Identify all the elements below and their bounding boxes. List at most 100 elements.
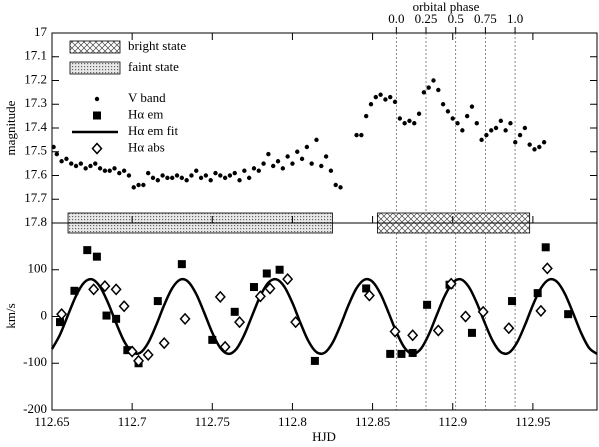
data-point — [69, 161, 74, 166]
data-point — [145, 170, 151, 176]
data-point — [522, 125, 528, 131]
data-point — [513, 140, 518, 145]
data-point — [285, 154, 290, 159]
data-point — [407, 329, 419, 342]
legend-swatch — [69, 61, 121, 75]
data-point — [310, 356, 319, 365]
data-point — [112, 166, 117, 171]
data-point — [323, 154, 329, 159]
data-point — [56, 318, 65, 327]
data-point — [70, 286, 79, 295]
x-tick-label: 112.8 — [278, 414, 307, 429]
data-point — [264, 282, 276, 295]
data-point — [141, 182, 146, 188]
legend-label: V band — [128, 90, 166, 105]
data-point — [421, 90, 427, 95]
data-point — [386, 349, 395, 358]
data-point — [261, 161, 266, 166]
data-point — [107, 168, 112, 173]
data-point — [564, 310, 573, 319]
data-point — [142, 348, 154, 361]
data-point — [219, 340, 231, 354]
data-point — [198, 175, 204, 181]
y-tick-label: 17.2 — [24, 71, 47, 86]
x2-tick-label: 0.25 — [415, 11, 438, 26]
data-point — [363, 289, 375, 302]
y-tick-label: 17 — [34, 24, 48, 39]
data-point — [388, 94, 393, 100]
data-point — [517, 132, 523, 138]
data-point — [535, 304, 547, 318]
data-point — [431, 78, 436, 83]
data-point — [99, 279, 111, 293]
data-point — [174, 173, 180, 178]
data-point — [392, 99, 398, 105]
data-point — [214, 290, 226, 303]
data-point — [136, 182, 141, 188]
data-point — [262, 269, 271, 278]
y-tick-label: 17.1 — [24, 48, 47, 63]
data-point — [97, 166, 103, 171]
x2-tick-label: 1.0 — [507, 11, 523, 26]
fit-line — [50, 277, 598, 356]
data-point — [227, 173, 233, 178]
data-point — [389, 325, 401, 338]
data-point — [165, 175, 170, 181]
data-point — [412, 121, 417, 126]
data-point — [537, 144, 542, 150]
y-tick-label: 17.8 — [24, 214, 47, 229]
data-point — [397, 116, 403, 121]
data-point — [254, 290, 266, 303]
data-point — [112, 314, 121, 323]
data-point — [126, 345, 138, 358]
data-point — [474, 121, 479, 126]
data-point — [290, 161, 295, 166]
data-point — [218, 173, 223, 178]
data-point — [541, 262, 553, 275]
data-point — [275, 265, 284, 274]
data-point — [484, 132, 489, 138]
data-point — [110, 283, 122, 296]
data-point — [275, 159, 281, 164]
data-point — [194, 168, 199, 173]
data-point — [467, 328, 476, 337]
data-point — [153, 297, 162, 306]
data-point — [249, 283, 258, 292]
x-tick-label: 112.9 — [438, 414, 467, 429]
legend-label: faint state — [128, 59, 179, 74]
data-point — [155, 178, 160, 183]
x-tick-label: 112.65 — [34, 414, 69, 429]
x-tick-label: 112.75 — [195, 414, 230, 429]
data-point — [359, 132, 364, 138]
data-point — [256, 168, 261, 173]
data-point — [508, 297, 517, 306]
data-point — [246, 175, 252, 181]
data-point — [237, 178, 242, 183]
data-point — [232, 170, 237, 176]
data-point — [160, 173, 165, 178]
data-point — [378, 92, 383, 97]
data-point — [460, 310, 472, 323]
data-point — [234, 315, 246, 329]
data-point — [282, 272, 294, 286]
data-point — [383, 97, 388, 102]
data-point — [121, 168, 127, 173]
data-point — [309, 161, 314, 166]
data-point — [123, 346, 132, 355]
data-point — [266, 151, 271, 157]
data-point — [102, 168, 108, 173]
data-point — [299, 156, 305, 162]
data-point — [426, 85, 431, 90]
data-point — [477, 305, 489, 318]
data-point — [373, 94, 378, 100]
data-point — [179, 312, 191, 325]
data-point — [54, 151, 60, 157]
data-point — [78, 161, 84, 166]
data-point — [290, 315, 302, 329]
legend-label: Hα em — [128, 106, 163, 121]
data-point — [479, 137, 484, 143]
x-tick-label: 112.85 — [355, 414, 390, 429]
y-tick-label: 0 — [41, 307, 48, 322]
